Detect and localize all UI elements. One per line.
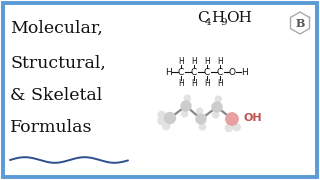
Text: H: H <box>191 57 197 66</box>
Text: H: H <box>211 11 224 25</box>
Text: H: H <box>178 78 184 87</box>
Circle shape <box>164 112 175 123</box>
Circle shape <box>212 102 222 112</box>
Text: Molecular,: Molecular, <box>10 19 103 37</box>
Text: H: H <box>164 68 172 76</box>
Circle shape <box>212 112 219 118</box>
Circle shape <box>215 96 221 102</box>
Circle shape <box>184 95 190 101</box>
Text: Structural,: Structural, <box>10 55 106 71</box>
Circle shape <box>182 111 188 117</box>
Text: OH: OH <box>226 11 252 25</box>
Circle shape <box>196 114 206 124</box>
Circle shape <box>163 123 170 130</box>
Text: 9: 9 <box>220 18 227 27</box>
Circle shape <box>199 124 205 130</box>
Text: OH: OH <box>243 113 262 123</box>
Text: H: H <box>191 78 197 87</box>
Text: B: B <box>295 17 305 28</box>
Circle shape <box>233 124 240 131</box>
Text: H: H <box>217 78 223 87</box>
Text: & Skeletal: & Skeletal <box>10 87 102 104</box>
Circle shape <box>226 113 238 125</box>
Text: O: O <box>228 68 236 76</box>
FancyBboxPatch shape <box>3 3 317 177</box>
Text: H: H <box>204 57 210 66</box>
Text: Formulas: Formulas <box>10 118 92 136</box>
Circle shape <box>196 108 203 114</box>
Circle shape <box>158 111 165 118</box>
Text: 4: 4 <box>205 18 212 27</box>
Text: H: H <box>178 57 184 66</box>
Circle shape <box>226 113 238 125</box>
Text: C: C <box>204 68 210 76</box>
Text: C: C <box>217 68 223 76</box>
Text: H: H <box>241 68 247 76</box>
Text: C: C <box>191 68 197 76</box>
Text: C: C <box>178 68 184 76</box>
Text: H: H <box>217 57 223 66</box>
Text: C: C <box>197 11 209 25</box>
Text: H: H <box>204 78 210 87</box>
Circle shape <box>225 124 232 131</box>
Circle shape <box>181 101 191 111</box>
Circle shape <box>158 118 165 125</box>
